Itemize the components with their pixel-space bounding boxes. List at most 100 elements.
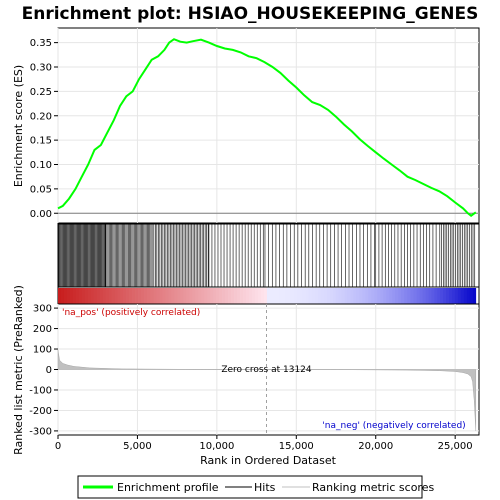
- color-bar-segment: [177, 288, 181, 304]
- color-bar-segment: [126, 288, 130, 304]
- color-bar-segment: [350, 288, 354, 304]
- color-bar-segment: [371, 288, 375, 304]
- color-bar-segment: [454, 288, 459, 304]
- color-bar-segment: [299, 288, 304, 304]
- color-bar-segment: [329, 288, 333, 304]
- metric-tick-label: -100: [29, 385, 52, 396]
- color-bar-segment: [102, 288, 107, 304]
- color-bar-segment: [335, 288, 339, 304]
- metric-tick-label: -200: [29, 406, 52, 417]
- color-bar-segment: [431, 288, 435, 304]
- es-tick-label: 0.20: [30, 111, 52, 122]
- color-bar-segment: [466, 288, 471, 304]
- color-bar-segment: [365, 288, 369, 304]
- color-bar-segment: [437, 288, 441, 304]
- color-bar-segment: [404, 288, 408, 304]
- color-bar-segment: [162, 288, 166, 304]
- hit-lines: [57, 224, 476, 287]
- color-bar-segment: [249, 288, 253, 304]
- color-bar-segment: [174, 288, 178, 304]
- zero-cross-annotation: Zero cross at 13124: [221, 365, 312, 375]
- es-axis-label: Enrichment score (ES): [12, 65, 25, 187]
- color-bar-segment: [231, 288, 235, 304]
- color-bar-segment: [442, 288, 447, 304]
- color-bar-segment: [281, 288, 286, 304]
- color-bar-segment: [416, 288, 420, 304]
- color-bar-segment: [251, 288, 256, 304]
- color-bar-segment: [183, 288, 187, 304]
- color-bar-segment: [96, 288, 101, 304]
- color-bar-segment: [78, 288, 83, 304]
- color-bar-segment: [311, 288, 315, 304]
- color-bar-segment: [108, 288, 113, 304]
- color-bar-segment: [99, 288, 104, 304]
- metric-tick-label: 200: [33, 324, 52, 335]
- color-bar-segment: [60, 288, 65, 304]
- color-bar-segment: [186, 288, 190, 304]
- color-bar-segment: [284, 288, 289, 304]
- color-bar-segment: [278, 288, 283, 304]
- color-bar-segment: [228, 288, 232, 304]
- neg-annotation: 'na_neg' (negatively correlated): [322, 421, 465, 431]
- color-bar-segment: [392, 288, 396, 304]
- color-bar-segment: [204, 288, 208, 304]
- color-bar-segment: [332, 288, 336, 304]
- color-bar-segment: [380, 288, 384, 304]
- color-bar-segment: [84, 288, 89, 304]
- color-bar-segment: [302, 288, 307, 304]
- color-bar-segment: [359, 288, 363, 304]
- es-tick-label: 0.35: [30, 38, 52, 49]
- rank-color-bar: [58, 288, 477, 304]
- color-bar-segment: [389, 288, 393, 304]
- es-panel: [57, 27, 480, 224]
- metric-tick-label: 100: [33, 345, 52, 356]
- color-bar-segment: [120, 288, 124, 304]
- color-bar-segment: [425, 288, 429, 304]
- color-bar-segment: [260, 288, 265, 304]
- color-bar-segment: [141, 288, 145, 304]
- color-bar-segment: [338, 288, 342, 304]
- metric-tick-label: 300: [33, 304, 52, 315]
- color-bar-segment: [207, 288, 211, 304]
- color-bar-segment: [90, 288, 95, 304]
- color-bar-segment: [422, 288, 426, 304]
- color-bar-segment: [81, 288, 86, 304]
- color-bar-segment: [257, 288, 262, 304]
- color-bar-segment: [440, 288, 444, 304]
- color-bar-segment: [266, 288, 271, 304]
- color-bar-segment: [448, 288, 453, 304]
- x-tick-label: 0: [55, 441, 61, 452]
- color-bar-segment: [219, 288, 223, 304]
- color-bar-segment: [117, 288, 121, 304]
- x-tick-label: 10,000: [199, 441, 234, 452]
- color-bar-segment: [201, 288, 205, 304]
- color-bar-segment: [66, 288, 71, 304]
- color-bar-segment: [171, 288, 175, 304]
- color-bar-segment: [159, 288, 163, 304]
- color-bar-segment: [263, 288, 268, 304]
- color-bar-segment: [153, 288, 157, 304]
- color-bar-segment: [87, 288, 92, 304]
- color-bar-segment: [165, 288, 169, 304]
- color-bar-segment: [460, 288, 465, 304]
- color-bar-segment: [368, 288, 372, 304]
- color-bar-segment: [469, 288, 474, 304]
- color-bar-segment: [63, 288, 68, 304]
- color-bar-segment: [434, 288, 438, 304]
- color-bar-segment: [347, 288, 351, 304]
- color-bar-segment: [341, 288, 345, 304]
- color-bar-segment: [246, 288, 250, 304]
- color-bar-segment: [225, 288, 229, 304]
- color-bar-segment: [317, 288, 321, 304]
- color-bar-segment: [147, 288, 151, 304]
- x-axis-label: Rank in Ordered Dataset: [200, 454, 337, 467]
- color-bar-segment: [398, 288, 402, 304]
- color-bar-segment: [395, 288, 399, 304]
- x-tick-label: 5,000: [123, 441, 152, 452]
- es-tick-label: 0.30: [30, 63, 52, 74]
- color-bar-segment: [296, 288, 301, 304]
- color-bar-segment: [413, 288, 417, 304]
- color-bar-segment: [272, 288, 277, 304]
- enrichment-profile-line: [57, 38, 477, 217]
